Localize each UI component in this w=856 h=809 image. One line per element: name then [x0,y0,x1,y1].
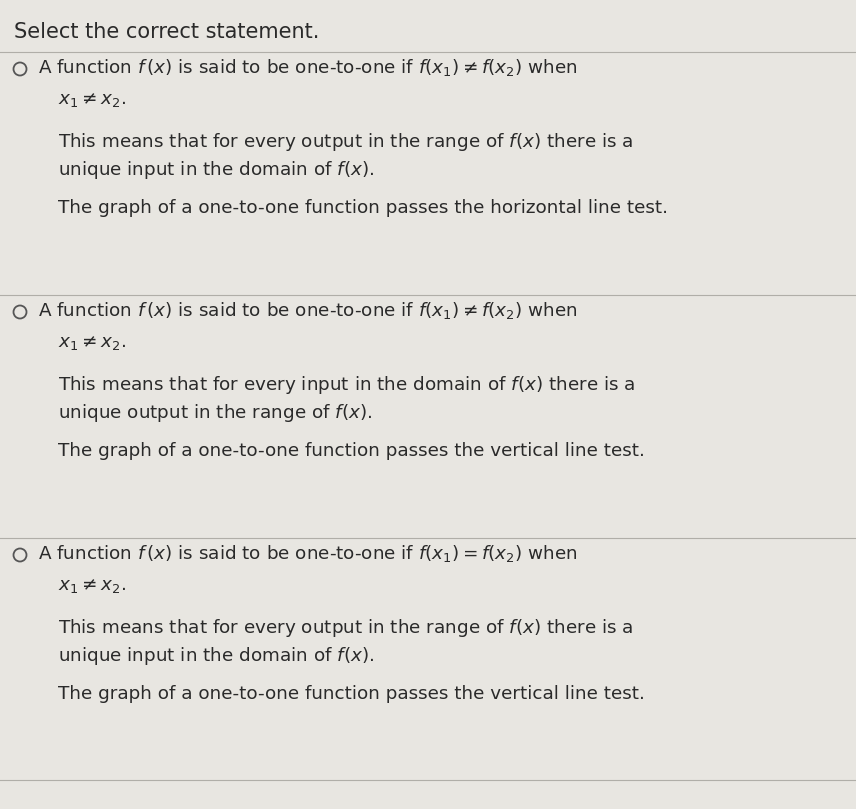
Text: $x_1 \neq x_2.$: $x_1 \neq x_2.$ [58,334,126,352]
Text: $x_1 \neq x_2.$: $x_1 \neq x_2.$ [58,91,126,109]
Text: This means that for every output in the range of $f(x)$ there is a: This means that for every output in the … [58,617,633,639]
Text: unique output in the range of $f(x).$: unique output in the range of $f(x).$ [58,402,372,424]
Text: This means that for every input in the domain of $f(x)$ there is a: This means that for every input in the d… [58,374,635,396]
Text: The graph of a one-to-one function passes the vertical line test.: The graph of a one-to-one function passe… [58,442,645,460]
Text: unique input in the domain of $f(x).$: unique input in the domain of $f(x).$ [58,645,374,667]
Text: A function $f\,(x)$ is said to be one-to-one if $f(x_1) = f(x_2)$ when: A function $f\,(x)$ is said to be one-to… [38,543,577,564]
Text: A function $f\,(x)$ is said to be one-to-one if $f(x_1) \neq f(x_2)$ when: A function $f\,(x)$ is said to be one-to… [38,300,577,321]
Text: A function $f\,(x)$ is said to be one-to-one if $f(x_1) \neq f(x_2)$ when: A function $f\,(x)$ is said to be one-to… [38,57,577,78]
Text: $x_1 \neq x_2.$: $x_1 \neq x_2.$ [58,577,126,595]
Text: This means that for every output in the range of $f(x)$ there is a: This means that for every output in the … [58,131,633,153]
Text: The graph of a one-to-one function passes the vertical line test.: The graph of a one-to-one function passe… [58,685,645,703]
Text: Select the correct statement.: Select the correct statement. [14,22,319,42]
Text: unique input in the domain of $f(x).$: unique input in the domain of $f(x).$ [58,159,374,181]
Text: The graph of a one-to-one function passes the horizontal line test.: The graph of a one-to-one function passe… [58,199,668,217]
